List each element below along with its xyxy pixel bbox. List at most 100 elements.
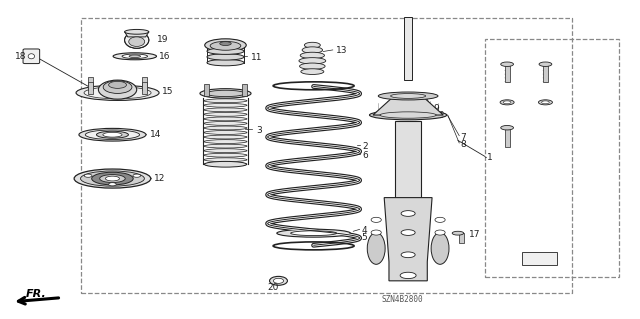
Ellipse shape	[452, 231, 464, 235]
Text: 3: 3	[256, 126, 262, 135]
Ellipse shape	[207, 48, 244, 54]
Ellipse shape	[129, 37, 145, 47]
Bar	[484, 39, 619, 277]
Text: 10: 10	[434, 111, 445, 120]
Ellipse shape	[302, 47, 323, 53]
Text: 14: 14	[150, 130, 161, 139]
Bar	[142, 77, 147, 90]
Ellipse shape	[92, 172, 133, 185]
Ellipse shape	[103, 81, 132, 93]
Ellipse shape	[99, 80, 137, 99]
Ellipse shape	[269, 276, 287, 285]
Bar	[88, 82, 93, 94]
Ellipse shape	[378, 92, 438, 100]
Text: 2: 2	[363, 142, 369, 151]
Bar	[204, 84, 209, 96]
Ellipse shape	[301, 69, 324, 74]
Bar	[242, 84, 247, 96]
Ellipse shape	[390, 93, 426, 98]
Ellipse shape	[81, 171, 145, 186]
Text: 15: 15	[162, 87, 173, 96]
Ellipse shape	[210, 41, 241, 50]
Text: 11: 11	[251, 53, 262, 62]
Ellipse shape	[76, 85, 159, 100]
Ellipse shape	[277, 229, 350, 237]
Bar	[142, 82, 147, 94]
Ellipse shape	[291, 231, 337, 235]
Text: 6: 6	[363, 151, 369, 160]
Ellipse shape	[204, 161, 246, 167]
Ellipse shape	[103, 132, 122, 137]
Text: SZN4B2800: SZN4B2800	[381, 295, 423, 304]
Text: FR.: FR.	[26, 289, 46, 300]
Ellipse shape	[205, 39, 246, 51]
Ellipse shape	[538, 100, 552, 105]
Ellipse shape	[204, 140, 247, 144]
Polygon shape	[373, 93, 444, 115]
Ellipse shape	[431, 233, 449, 264]
Ellipse shape	[273, 278, 284, 283]
Ellipse shape	[300, 52, 324, 59]
FancyBboxPatch shape	[23, 49, 40, 63]
Ellipse shape	[84, 87, 151, 99]
Ellipse shape	[539, 62, 552, 66]
Ellipse shape	[204, 158, 247, 162]
Ellipse shape	[204, 130, 247, 134]
Bar	[460, 233, 464, 243]
Ellipse shape	[109, 183, 116, 186]
Ellipse shape	[204, 126, 247, 130]
Ellipse shape	[79, 128, 146, 141]
Ellipse shape	[500, 100, 514, 105]
Ellipse shape	[129, 55, 141, 57]
Ellipse shape	[299, 58, 326, 64]
Text: 19: 19	[157, 35, 168, 44]
Ellipse shape	[204, 153, 247, 157]
Ellipse shape	[206, 90, 244, 97]
Ellipse shape	[401, 230, 415, 235]
Ellipse shape	[400, 272, 416, 278]
Text: 20: 20	[268, 283, 279, 292]
Text: 9: 9	[434, 104, 440, 113]
Text: 1: 1	[487, 153, 493, 162]
Ellipse shape	[84, 174, 92, 177]
Ellipse shape	[435, 217, 445, 222]
Text: 16: 16	[159, 52, 171, 61]
Ellipse shape	[106, 176, 120, 181]
Ellipse shape	[369, 110, 447, 120]
Text: 17: 17	[468, 230, 480, 239]
Bar	[404, 17, 412, 80]
Ellipse shape	[401, 252, 415, 258]
Ellipse shape	[204, 122, 247, 125]
Bar	[522, 252, 557, 265]
Ellipse shape	[220, 42, 231, 46]
Ellipse shape	[204, 113, 247, 116]
Ellipse shape	[113, 53, 157, 60]
Bar	[88, 77, 93, 90]
Text: 4: 4	[362, 226, 367, 235]
Ellipse shape	[204, 103, 247, 107]
Ellipse shape	[204, 117, 247, 121]
Polygon shape	[125, 32, 149, 37]
Ellipse shape	[204, 162, 247, 166]
Text: 12: 12	[154, 174, 165, 183]
Ellipse shape	[204, 99, 247, 103]
Ellipse shape	[207, 54, 244, 60]
Ellipse shape	[503, 101, 511, 104]
Ellipse shape	[380, 112, 436, 118]
Ellipse shape	[204, 144, 247, 148]
Ellipse shape	[200, 89, 251, 98]
Ellipse shape	[125, 29, 149, 34]
Ellipse shape	[500, 62, 513, 66]
Ellipse shape	[204, 135, 247, 139]
Ellipse shape	[85, 130, 140, 139]
Ellipse shape	[367, 233, 385, 264]
Bar	[504, 64, 509, 82]
Ellipse shape	[122, 54, 148, 58]
Text: 5: 5	[362, 234, 367, 242]
Text: 7: 7	[461, 133, 467, 142]
Ellipse shape	[74, 169, 151, 188]
Ellipse shape	[133, 174, 141, 177]
Ellipse shape	[371, 230, 381, 235]
Text: 18: 18	[15, 52, 26, 61]
Bar	[396, 122, 421, 197]
